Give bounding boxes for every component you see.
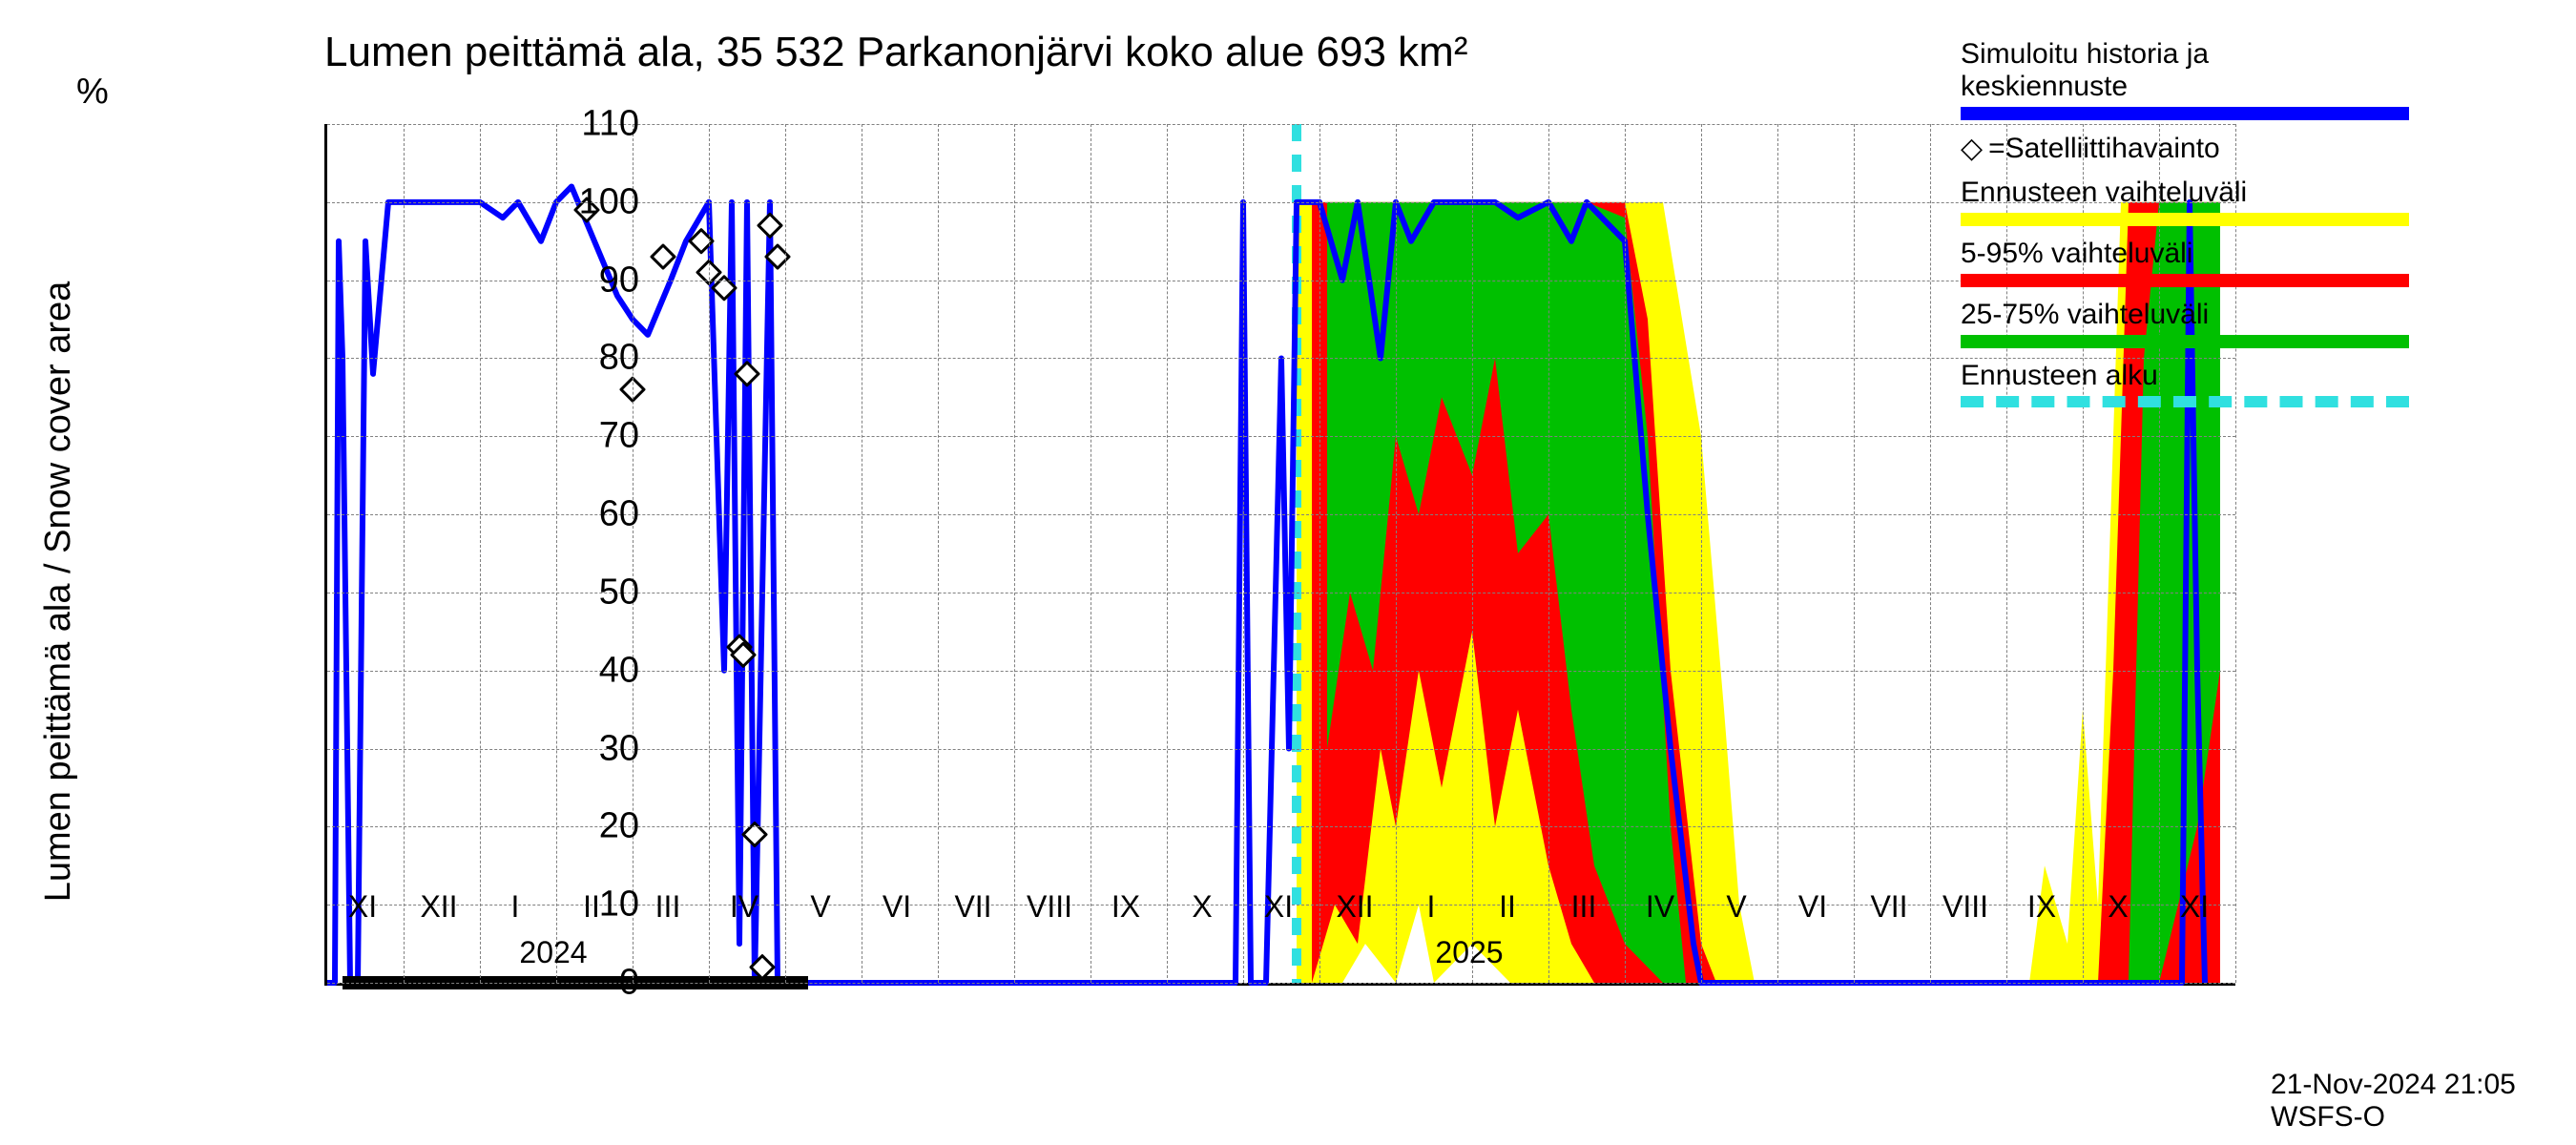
ytick-label: 100: [553, 181, 639, 222]
legend: Simuloitu historia ja keskiennuste ◇=Sat…: [1961, 38, 2409, 419]
legend-label: Ennusteen alku: [1961, 360, 2409, 392]
legend-label: keskiennuste: [1961, 71, 2409, 103]
timestamp: 21-Nov-2024 21:05 WSFS-O: [2271, 1069, 2557, 1134]
legend-item-yellow: Ennusteen vaihteluväli: [1961, 177, 2409, 226]
ytick-label: 30: [553, 728, 639, 769]
xtick-label: XII: [420, 889, 457, 925]
xtick-label: VII: [954, 889, 991, 925]
ytick-label: 110: [553, 104, 639, 145]
xtick-label: I: [511, 889, 520, 925]
xtick-label: II: [1499, 889, 1516, 925]
ytick-label: 50: [553, 572, 639, 613]
xtick-label: X: [1192, 889, 1212, 925]
xtick-label: III: [1571, 889, 1597, 925]
legend-item-satellite: ◇=Satelliittihavainto: [1961, 132, 2409, 165]
legend-label: Simuloitu historia ja: [1961, 38, 2409, 71]
legend-label: 25-75% vaihteluväli: [1961, 299, 2409, 331]
xtick-label: V: [810, 889, 830, 925]
ytick-label: 80: [553, 338, 639, 379]
xtick-label: VIII: [1942, 889, 1988, 925]
line-layer: [327, 124, 2235, 983]
xtick-label: X: [2108, 889, 2128, 925]
xtick-label: IV: [730, 889, 758, 925]
legend-item-history: Simuloitu historia ja keskiennuste: [1961, 38, 2409, 120]
plot-area: [324, 124, 2235, 986]
xtick-label: XI: [348, 889, 377, 925]
chart-title: Lumen peittämä ala, 35 532 Parkanonjärvi…: [324, 29, 1467, 76]
legend-item-forecast-start: Ennusteen alku: [1961, 360, 2409, 407]
xtick-label: II: [583, 889, 600, 925]
legend-swatch-green: [1961, 335, 2409, 348]
chart-container: Lumen peittämä ala, 35 532 Parkanonjärvi…: [19, 19, 2557, 1126]
xtick-label: IX: [1111, 889, 1140, 925]
ytick-label: 60: [553, 494, 639, 535]
ytick-label: 90: [553, 260, 639, 301]
legend-item-green: 25-75% vaihteluväli: [1961, 299, 2409, 348]
xtick-label: XI: [2180, 889, 2209, 925]
xtick-label: IX: [2027, 889, 2056, 925]
legend-label: 5-95% vaihteluväli: [1961, 238, 2409, 270]
xtick-year: 2025: [1435, 935, 1503, 970]
ytick-label: 40: [553, 650, 639, 691]
legend-label: =Satelliittihavainto: [1988, 133, 2220, 164]
legend-label: Ennusteen vaihteluväli: [1961, 177, 2409, 209]
legend-swatch-red: [1961, 274, 2409, 287]
y-axis-label: Lumen peittämä ala / Snow cover area: [38, 281, 79, 903]
xtick-label: VI: [883, 889, 911, 925]
xtick-label: I: [1427, 889, 1436, 925]
diamond-icon: ◇: [1961, 133, 1983, 164]
xtick-label: III: [655, 889, 681, 925]
xtick-label: IV: [1646, 889, 1674, 925]
xtick-label: VIII: [1027, 889, 1072, 925]
ytick-label: 20: [553, 806, 639, 847]
y-axis-unit: %: [76, 72, 109, 113]
xtick-label: XI: [1264, 889, 1293, 925]
ytick-label: 70: [553, 416, 639, 457]
xtick-year: 2024: [519, 935, 587, 970]
legend-swatch-yellow: [1961, 213, 2409, 226]
legend-item-red: 5-95% vaihteluväli: [1961, 238, 2409, 287]
xtick-label: V: [1726, 889, 1746, 925]
xtick-label: XII: [1336, 889, 1373, 925]
legend-swatch-cyan-dashed: [1961, 396, 2409, 407]
legend-swatch-blue: [1961, 107, 2409, 120]
xtick-label: VI: [1798, 889, 1827, 925]
xtick-label: VII: [1870, 889, 1907, 925]
